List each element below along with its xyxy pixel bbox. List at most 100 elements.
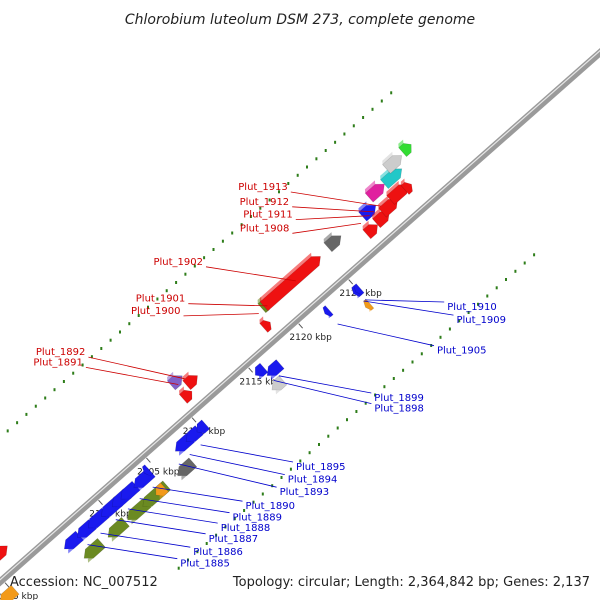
tick-dot — [44, 396, 47, 400]
tick-dot — [271, 484, 274, 488]
tick-dot — [261, 492, 264, 496]
tick-dot — [268, 198, 271, 202]
gene-feature — [259, 319, 272, 333]
tick-dot — [315, 157, 318, 161]
label-leader-line — [178, 463, 277, 488]
gene-feature-shade — [359, 290, 363, 297]
gene-feature — [182, 375, 198, 391]
tick-dot — [287, 182, 290, 185]
tick-dot — [420, 352, 423, 356]
gene-feature-shade — [398, 139, 404, 148]
gene-label: Plut_1901 — [136, 294, 186, 305]
tick-dot — [100, 347, 103, 350]
gene-label: Plut_1894 — [288, 475, 338, 486]
gene-feature — [178, 389, 193, 404]
tick-mark — [298, 323, 304, 329]
tick-dot — [390, 91, 393, 95]
tick-dot — [352, 124, 355, 128]
gene-label: Plut_1893 — [280, 487, 330, 498]
label-leader-line — [292, 206, 375, 213]
gene-feature-shade — [362, 220, 369, 230]
gene-feature-shade — [386, 180, 399, 196]
gene-feature — [83, 537, 106, 559]
label-leader-line — [115, 519, 206, 535]
label-leader-line — [290, 191, 381, 207]
label-leader-line — [152, 486, 243, 502]
label-leader-line — [337, 323, 435, 347]
gene-feature — [259, 256, 321, 312]
tick-dot — [53, 388, 56, 392]
label-leader-line — [88, 356, 185, 380]
gene-label: Plut_1911 — [243, 210, 293, 221]
gene-feature — [254, 362, 269, 377]
gene-feature-shade — [357, 292, 360, 299]
tick-dot — [196, 550, 199, 554]
gene-feature-shade — [400, 178, 405, 186]
label-leader-line — [278, 375, 372, 394]
gene-label: Plut_1891 — [33, 357, 83, 368]
gene-feature-shade — [148, 471, 151, 478]
tick-dot — [109, 338, 112, 342]
gene-feature-shade — [275, 385, 282, 395]
map-title: Chlorobium luteolum DSM 273, complete ge… — [125, 12, 475, 28]
gene-feature-shade — [159, 491, 165, 500]
gene-label: Plut_1899 — [374, 393, 424, 404]
gene-feature — [398, 143, 412, 158]
tick-dot — [72, 371, 75, 375]
gene-feature-shade — [200, 428, 206, 437]
tick-dot — [346, 418, 348, 422]
gene-feature-shade — [372, 208, 381, 219]
tick-mark — [191, 417, 197, 423]
gene-label: Plut_1900 — [131, 306, 181, 317]
gene-feature-shade — [179, 386, 184, 395]
gene-features — [0, 139, 413, 600]
gene-feature-shade — [259, 371, 264, 380]
gene-label: Plut_1909 — [457, 315, 507, 326]
tick-dot — [119, 330, 121, 334]
gene-label: Plut_1886 — [193, 547, 243, 558]
tick-dot — [327, 434, 330, 438]
tick-mark — [98, 499, 103, 506]
tick-dot — [212, 248, 215, 251]
gene-feature-shade — [115, 498, 127, 512]
tick-dot — [523, 261, 526, 265]
gene-label: Plut_1895 — [296, 462, 346, 473]
gene-feature — [323, 235, 342, 253]
label-leader-line — [363, 300, 454, 316]
genome-backbone — [0, 47, 600, 587]
label-leader-line — [139, 498, 230, 514]
tick-mark — [4, 582, 10, 588]
gene-feature-shade — [364, 180, 376, 194]
tick-dot — [411, 360, 414, 364]
tick-dot — [324, 149, 327, 152]
tick-dot — [177, 566, 180, 570]
gene-feature-shade — [111, 527, 125, 542]
label-leader-line — [183, 313, 259, 317]
tick-dot — [514, 269, 517, 273]
backbone-line — [0, 47, 600, 587]
gene-label: Plut_1885 — [180, 559, 230, 570]
gene-label: Plut_1892 — [36, 347, 86, 358]
tick-label: 2095 kbp — [0, 592, 38, 600]
tick-dot — [278, 190, 280, 194]
tick-dot — [184, 272, 187, 276]
label-leader-line — [364, 299, 445, 303]
tick-label: 2105 kbp — [137, 468, 180, 478]
gene-feature — [322, 305, 334, 318]
gene-feature — [266, 359, 285, 376]
gene-feature-shade — [369, 306, 372, 312]
tick-dot — [505, 278, 507, 281]
tick-dot — [224, 525, 227, 529]
tick-dot — [165, 289, 168, 293]
tick-dot — [34, 404, 37, 408]
tick-dot — [355, 410, 358, 413]
gene-feature — [0, 545, 8, 561]
tick-dot — [187, 558, 189, 562]
tick-dot — [374, 393, 377, 397]
tick-dot — [439, 335, 442, 339]
tick-dot — [240, 223, 243, 227]
tick-dots — [6, 91, 536, 570]
label-leader-line — [87, 544, 178, 560]
label-leader-line — [85, 367, 179, 385]
